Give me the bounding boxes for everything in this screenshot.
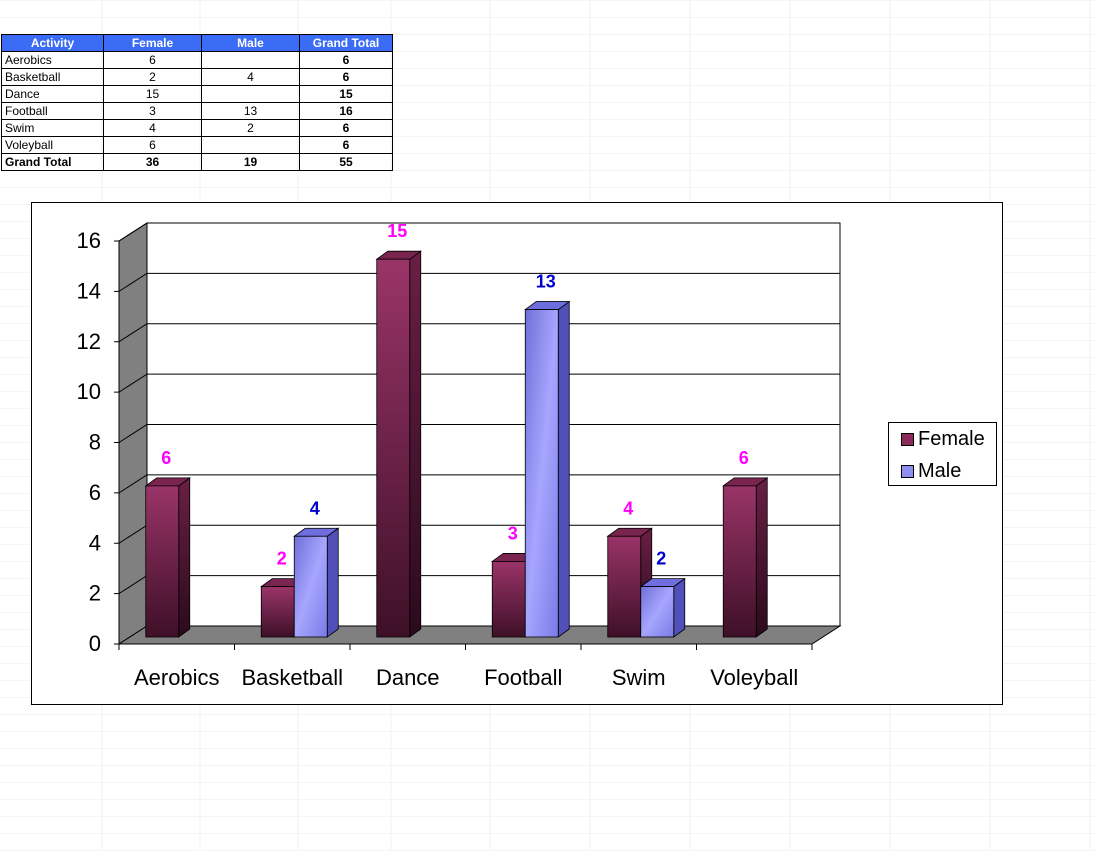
pivot-header-row: Activity Female Male Grand Total bbox=[1, 34, 393, 52]
cell-total[interactable]: 55 bbox=[299, 153, 393, 171]
y-tick-label: 0 bbox=[89, 631, 101, 656]
bar-male-basketball-side bbox=[326, 527, 339, 638]
bar-male-basketball bbox=[293, 535, 328, 638]
data-label-female: 3 bbox=[508, 523, 518, 543]
table-row: Swim 4 2 6 bbox=[1, 119, 393, 137]
x-tick-label: Dance bbox=[376, 665, 440, 690]
pivot-table: Activity Female Male Grand Total Aerobic… bbox=[1, 34, 393, 171]
bar-female-swim bbox=[607, 535, 642, 638]
cell-female[interactable]: 4 bbox=[103, 119, 202, 137]
y-tick-label: 4 bbox=[89, 530, 101, 555]
y-tick-label: 8 bbox=[89, 430, 101, 455]
cell-male[interactable]: 19 bbox=[201, 153, 300, 171]
cell-female[interactable]: 36 bbox=[103, 153, 202, 171]
cell-male[interactable] bbox=[201, 51, 300, 69]
bar-female-voleyball bbox=[722, 485, 757, 638]
x-tick-label: Football bbox=[484, 665, 562, 690]
table-row: Football 3 13 16 bbox=[1, 102, 393, 120]
gridline bbox=[118, 373, 840, 393]
legend-label-female: Female bbox=[918, 427, 985, 450]
cell-female[interactable]: 2 bbox=[103, 68, 202, 86]
legend-item-male: Male bbox=[901, 460, 961, 482]
bar-female-dance-side bbox=[409, 250, 422, 638]
gridline bbox=[118, 323, 840, 343]
legend-item-female: Female bbox=[901, 428, 985, 450]
grand-total-row: Grand Total 36 19 55 bbox=[1, 153, 393, 171]
x-tick-label: Swim bbox=[612, 665, 666, 690]
data-label-female: 2 bbox=[277, 549, 287, 569]
cell-activity[interactable]: Aerobics bbox=[1, 51, 104, 69]
y-tick-label: 2 bbox=[89, 581, 101, 606]
legend-swatch-female bbox=[901, 432, 914, 446]
cell-total[interactable]: 16 bbox=[299, 102, 393, 120]
x-tick-label: Basketball bbox=[241, 665, 343, 690]
chart-area[interactable]: 0 2 4 6 8 10 12 14 16 Aerobics Basketball Dance Foot… bbox=[31, 202, 1003, 705]
header-male: Male bbox=[201, 34, 300, 52]
cell-female[interactable]: 6 bbox=[103, 136, 202, 154]
data-label-male: 2 bbox=[656, 549, 666, 569]
x-tick-label: Voleyball bbox=[710, 665, 798, 690]
bar-male-swim bbox=[640, 586, 675, 638]
header-grand-total: Grand Total bbox=[299, 34, 393, 52]
bar-female-aerobics-side bbox=[178, 477, 191, 638]
table-row: Voleyball 6 6 bbox=[1, 136, 393, 154]
cell-male[interactable]: 13 bbox=[201, 102, 300, 120]
y-tick-label: 14 bbox=[77, 278, 101, 303]
bar-female-football bbox=[491, 561, 526, 638]
table-row: Basketball 2 4 6 bbox=[1, 68, 393, 86]
cell-activity[interactable]: Football bbox=[1, 102, 104, 120]
y-tick-label: 10 bbox=[77, 379, 101, 404]
data-label-female: 6 bbox=[161, 448, 171, 468]
cell-male[interactable]: 4 bbox=[201, 68, 300, 86]
x-tick-label: Aerobics bbox=[134, 665, 220, 690]
cell-male[interactable]: 2 bbox=[201, 119, 300, 137]
gridline bbox=[118, 474, 840, 494]
legend-swatch-male bbox=[901, 464, 914, 478]
cell-female[interactable]: 6 bbox=[103, 51, 202, 69]
bar-male-football-side bbox=[557, 300, 570, 638]
gridline bbox=[118, 424, 840, 443]
header-female: Female bbox=[103, 34, 202, 52]
cell-female[interactable]: 3 bbox=[103, 102, 202, 120]
cell-activity[interactable]: Voleyball bbox=[1, 136, 104, 154]
data-label-female: 6 bbox=[739, 448, 749, 468]
y-tick-label: 12 bbox=[77, 329, 101, 354]
bar-female-aerobics bbox=[145, 485, 180, 638]
bar-male-football bbox=[524, 309, 559, 638]
gridline bbox=[118, 222, 840, 242]
gridline bbox=[118, 272, 840, 292]
cell-activity[interactable]: Swim bbox=[1, 119, 104, 137]
cell-total[interactable]: 6 bbox=[299, 119, 393, 137]
bar-female-dance bbox=[376, 258, 411, 638]
data-label-female: 4 bbox=[623, 498, 633, 518]
cell-activity[interactable]: Grand Total bbox=[1, 153, 104, 171]
cell-activity[interactable]: Basketball bbox=[1, 68, 104, 86]
data-label-male: 4 bbox=[310, 498, 320, 518]
bar-female-voleyball-side bbox=[755, 477, 768, 638]
cell-total[interactable]: 6 bbox=[299, 51, 393, 69]
legend-label-male: Male bbox=[918, 459, 962, 482]
bar-female-basketball bbox=[260, 586, 295, 638]
y-tick-label: 16 bbox=[77, 228, 101, 253]
cell-total[interactable]: 6 bbox=[299, 68, 393, 86]
cell-total[interactable]: 15 bbox=[299, 85, 393, 103]
y-tick-label: 6 bbox=[89, 480, 101, 505]
table-row: Dance 15 15 bbox=[1, 85, 393, 103]
cell-activity[interactable]: Dance bbox=[1, 85, 104, 103]
header-activity: Activity bbox=[1, 34, 104, 52]
data-label-male: 13 bbox=[536, 272, 556, 292]
bar-male-swim-side bbox=[673, 577, 686, 638]
cell-female[interactable]: 15 bbox=[103, 85, 202, 103]
cell-male[interactable] bbox=[201, 85, 300, 103]
cell-male[interactable] bbox=[201, 136, 300, 154]
cell-total[interactable]: 6 bbox=[299, 136, 393, 154]
table-row: Aerobics 6 6 bbox=[1, 51, 393, 69]
chart-legend[interactable]: Female Male bbox=[888, 422, 997, 486]
chart-plot: 0 2 4 6 8 10 12 14 16 Aerobics Basketball Dance Foot… bbox=[77, 221, 842, 690]
data-label-female: 15 bbox=[387, 221, 407, 241]
